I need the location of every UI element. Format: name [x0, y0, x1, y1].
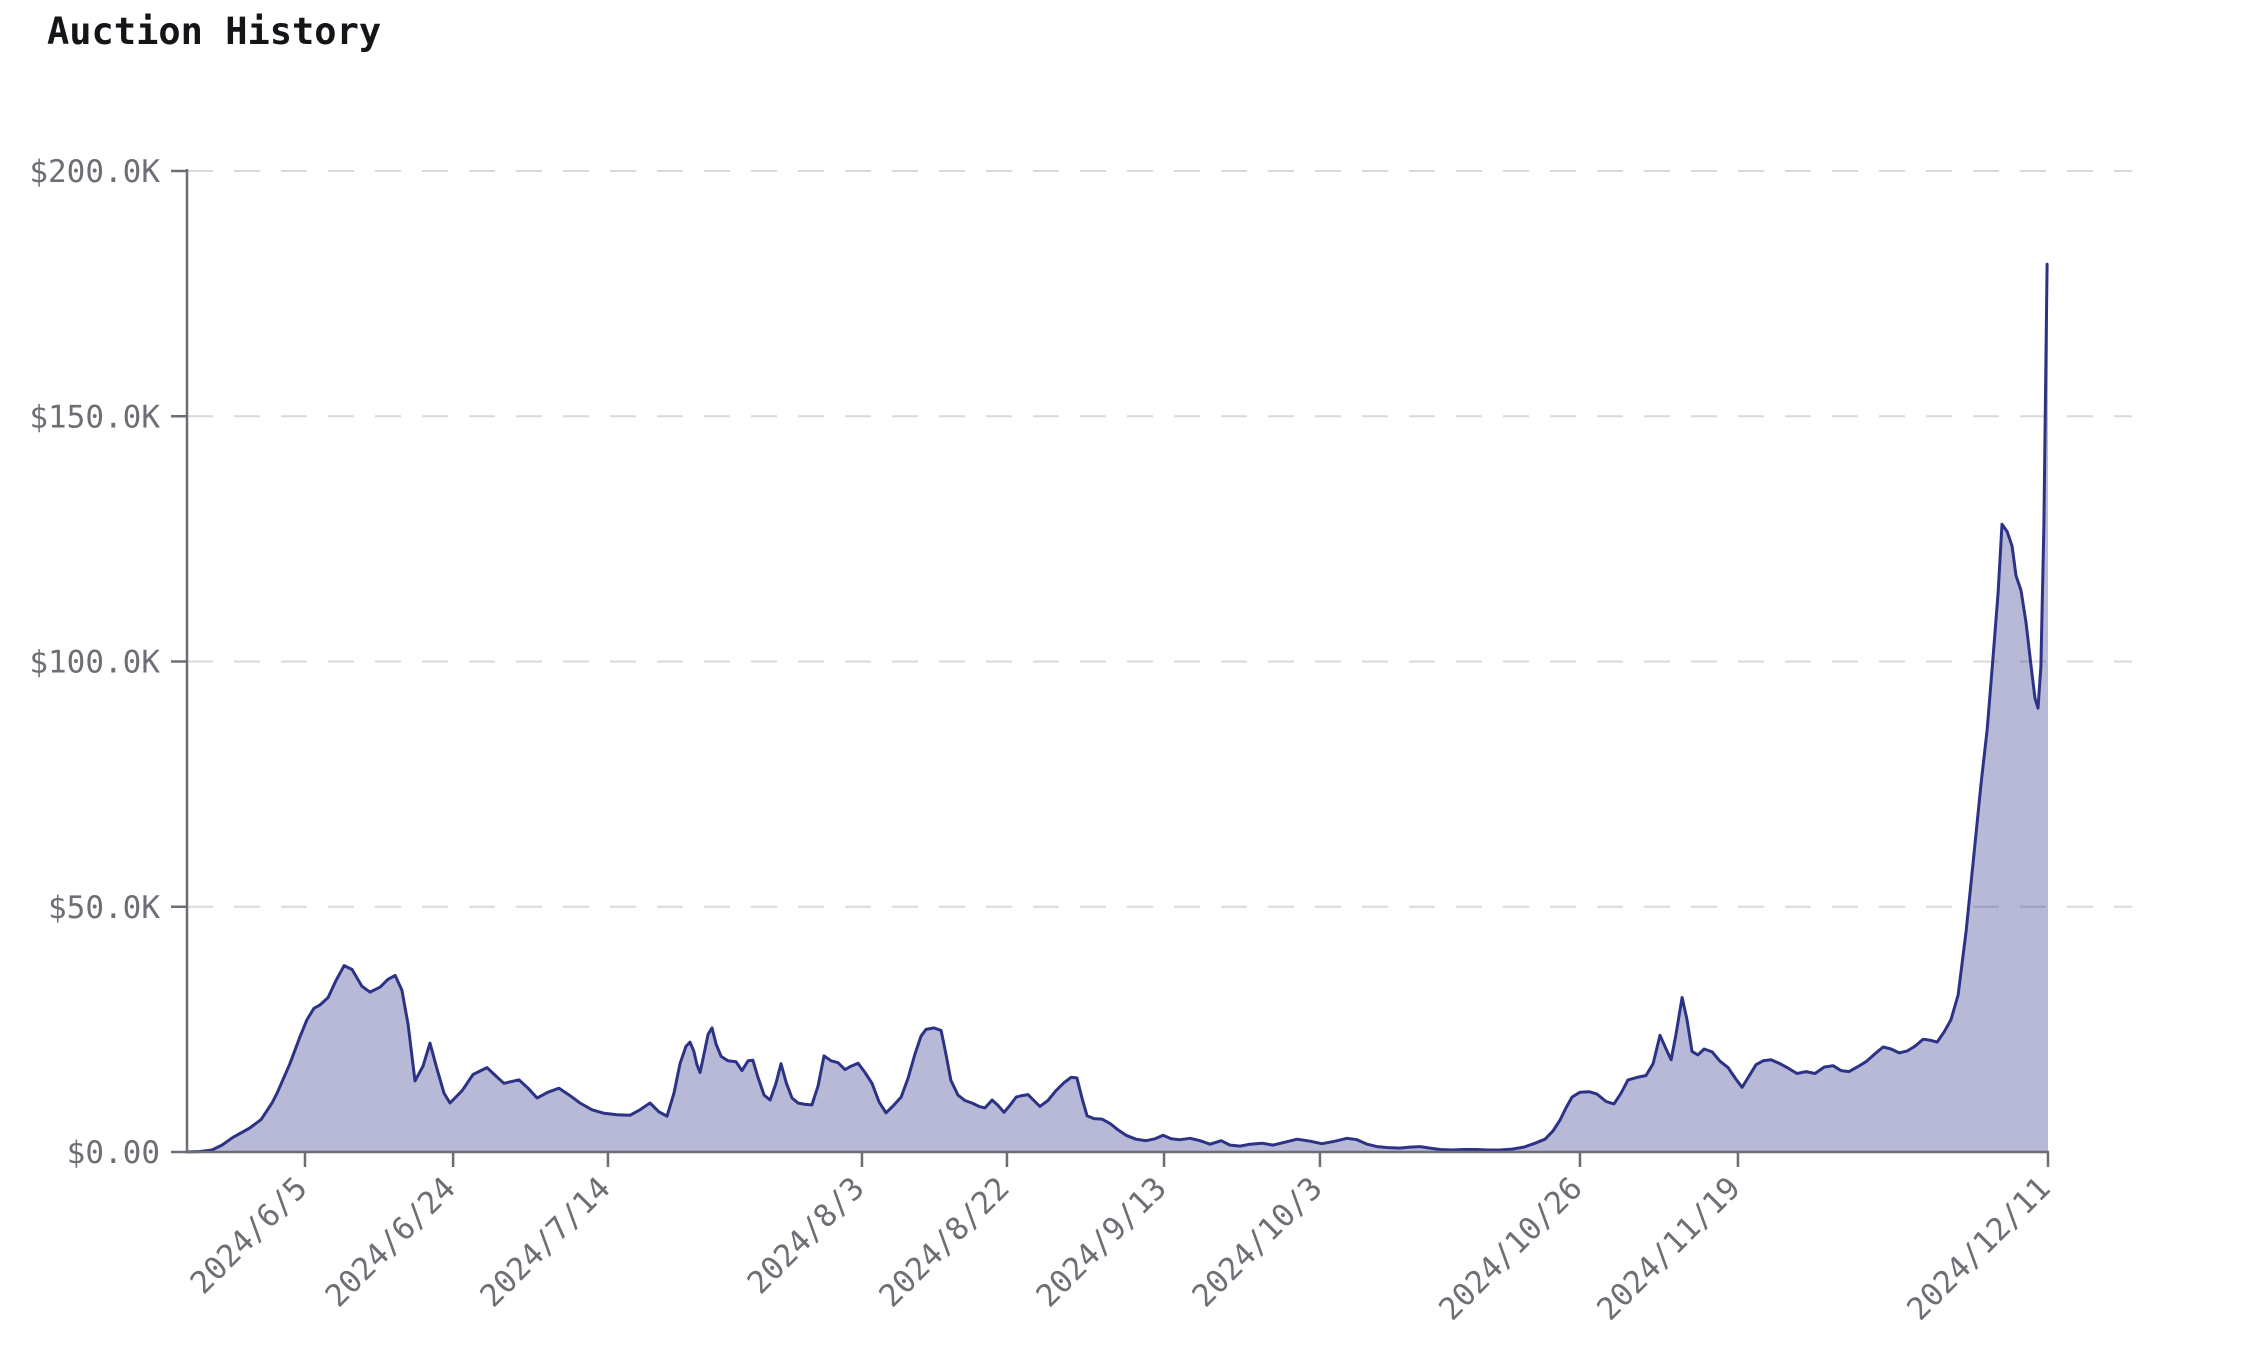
x-tick-label: 2024/11/19: [1590, 1170, 1747, 1327]
x-tick-label: 2024/9/13: [1029, 1170, 1173, 1314]
y-tick-label: $50.0K: [48, 890, 160, 926]
y-tick-label: $150.0K: [29, 399, 160, 435]
chart-title: Auction History: [47, 10, 382, 53]
y-tick-label: $200.0K: [29, 154, 160, 190]
y-tick-label: $100.0K: [29, 645, 160, 681]
x-tick-label: 2024/8/3: [741, 1170, 872, 1301]
y-tick-label: $0.00: [67, 1135, 160, 1171]
x-tick-label: 2024/6/5: [184, 1170, 315, 1301]
x-tick-label: 2024/6/24: [319, 1170, 463, 1314]
x-tick-label: 2024/8/22: [872, 1170, 1016, 1314]
x-tick-label: 2024/10/26: [1432, 1170, 1589, 1327]
x-tick-label: 2024/7/14: [473, 1170, 617, 1314]
x-tick-label: 2024/12/11: [1900, 1170, 2057, 1327]
area-fill: [187, 264, 2048, 1152]
series-line: [185, 262, 2049, 1154]
x-tick-label: 2024/10/3: [1185, 1170, 1329, 1314]
